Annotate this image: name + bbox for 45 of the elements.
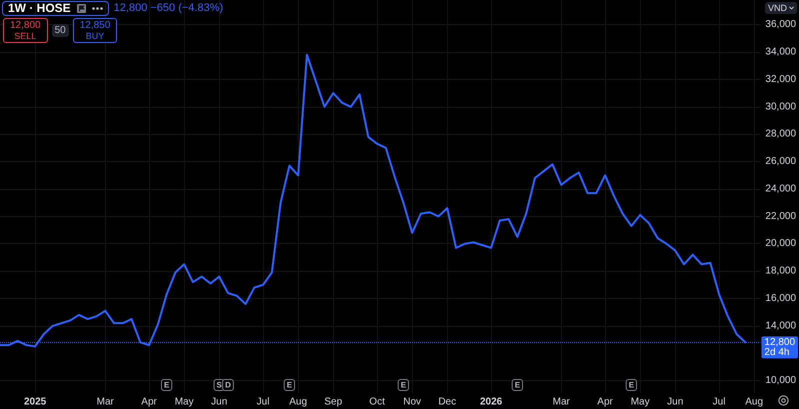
y-tick-label: 14,000 xyxy=(765,320,796,332)
x-tick-label: Nov xyxy=(403,396,422,408)
y-tick-label: 36,000 xyxy=(765,19,796,30)
x-tick-label: May xyxy=(630,396,650,408)
y-tick-label: 22,000 xyxy=(765,210,796,222)
y-tick-label: 16,000 xyxy=(765,293,796,304)
y-tick-label: 24,000 xyxy=(765,183,796,194)
x-tick-label: Aug xyxy=(745,396,764,408)
annotation: 12,800 SELL xyxy=(10,20,41,41)
x-tick-label: Jun xyxy=(211,396,228,408)
x-tick-label: Sep xyxy=(324,396,343,408)
x-tick-label: Mar xyxy=(96,396,115,408)
y-tick-label: 10,000 xyxy=(765,375,796,386)
chart-subtitle: 12,800 −650 (−4.83%) xyxy=(114,2,224,15)
y-tick-label: 20,000 xyxy=(765,238,796,250)
annotation: 50 xyxy=(54,25,66,36)
annotation: D xyxy=(225,380,232,390)
x-tick-label: Apr xyxy=(597,396,614,408)
x-tick-label: May xyxy=(174,396,194,408)
annotation: E xyxy=(164,380,170,390)
y-tick-label: 18,000 xyxy=(765,266,796,277)
x-tick-label: Jul xyxy=(256,396,270,408)
y-tick-label: 30,000 xyxy=(765,101,796,112)
x-tick-label: Aug xyxy=(289,396,308,408)
y-tick-label: 34,000 xyxy=(765,46,796,58)
ref-line-label: 12,800 2d 4h xyxy=(764,336,796,358)
annotation: E xyxy=(286,380,293,390)
x-tick-label: Dec xyxy=(438,396,456,408)
y-tick-label: 28,000 xyxy=(765,128,796,140)
x-tick-label: 2026 xyxy=(480,396,503,408)
y-tick-label: 32,000 xyxy=(765,74,796,85)
y-tick-label: 26,000 xyxy=(765,156,796,168)
chart-title: 1W · HOSE xyxy=(8,1,71,15)
x-tick-label: Mar xyxy=(552,396,571,408)
annotation: 12,850 BUY xyxy=(80,20,110,41)
x-tick-label: Jun xyxy=(667,396,684,408)
x-tick-label: Jul xyxy=(712,396,726,408)
annotation: E xyxy=(628,380,635,390)
x-tick-label: Oct xyxy=(369,396,386,408)
annotation: E xyxy=(514,380,521,390)
x-tick-label: Apr xyxy=(141,396,158,408)
annotation: E xyxy=(400,380,407,390)
y-axis-title: VND xyxy=(768,3,787,13)
annotation: S xyxy=(216,380,223,390)
x-tick-label: 2025 xyxy=(24,396,47,408)
